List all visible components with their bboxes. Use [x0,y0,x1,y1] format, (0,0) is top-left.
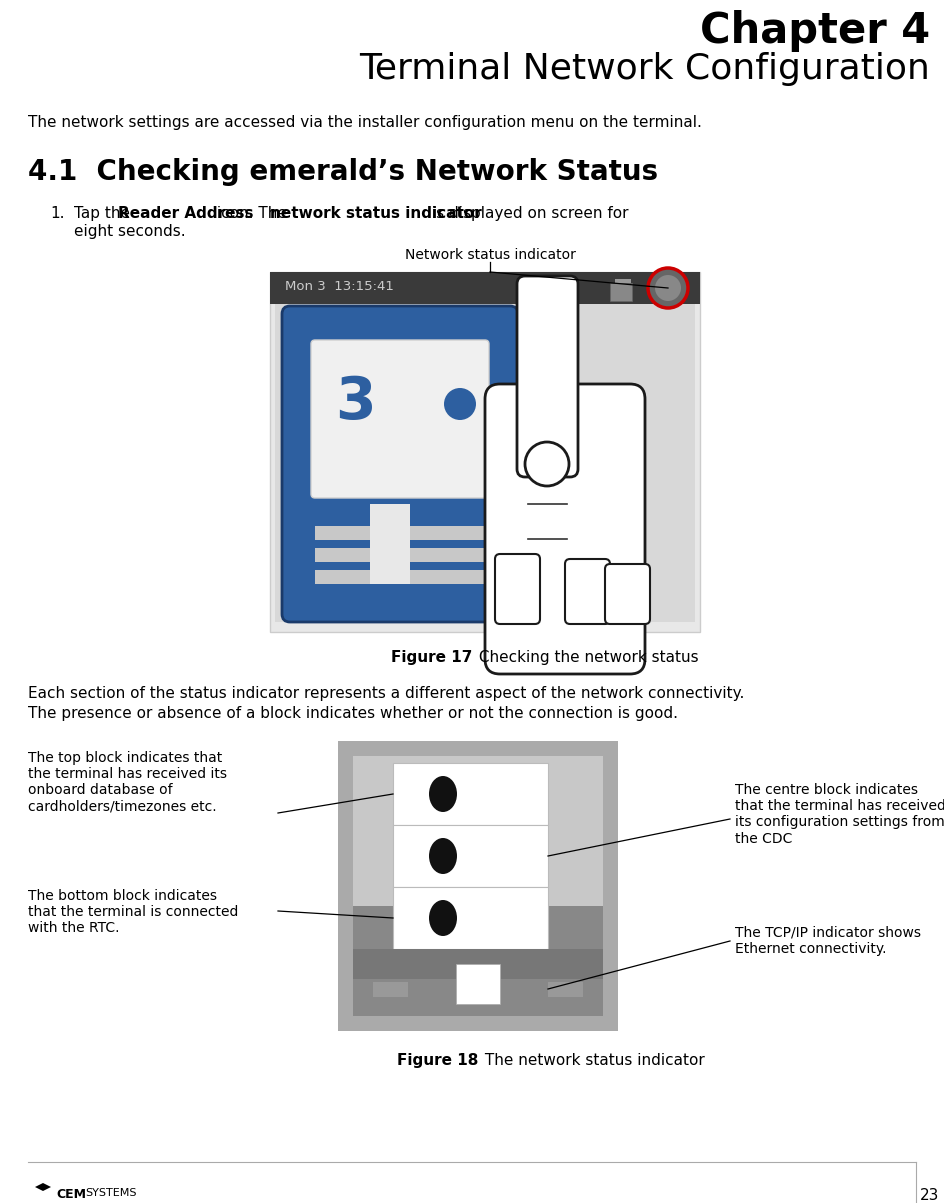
Bar [373,982,408,997]
Text: 23: 23 [920,1189,939,1203]
Bar [456,964,500,1005]
Bar [338,741,618,1031]
Text: The top block indicates that
the terminal has received its
onboard database of
c: The top block indicates that the termina… [28,751,227,813]
Polygon shape [35,1183,51,1191]
Text: The TCP/IP indicator shows
Ethernet connectivity.: The TCP/IP indicator shows Ethernet conn… [735,926,921,956]
Text: eight seconds.: eight seconds. [74,224,186,239]
Text: Chapter 4: Chapter 4 [700,10,930,52]
Text: 3: 3 [335,374,376,431]
Circle shape [648,268,688,308]
Ellipse shape [429,838,457,875]
Text: The presence or absence of a block indicates whether or not the connection is go: The presence or absence of a block indic… [28,706,678,721]
FancyBboxPatch shape [282,306,518,622]
Bar [610,283,632,301]
Bar [270,272,700,304]
Bar [315,526,485,540]
Text: Each section of the status indicator represents a different aspect of the networ: Each section of the status indicator rep… [28,686,745,701]
Text: Figure 18: Figure 18 [396,1053,478,1068]
Text: 4.1  Checking emerald’s Network Status: 4.1 Checking emerald’s Network Status [28,158,658,186]
FancyBboxPatch shape [485,384,645,674]
FancyBboxPatch shape [605,564,650,624]
Text: is displayed on screen for: is displayed on screen for [427,206,629,221]
Text: Checking the network status: Checking the network status [474,650,699,665]
Bar [315,549,485,562]
FancyBboxPatch shape [517,275,578,478]
Text: CEM: CEM [56,1189,86,1201]
FancyBboxPatch shape [565,559,610,624]
Bar [393,763,548,825]
Text: icon. The: icon. The [212,206,292,221]
Text: Tap the: Tap the [74,206,135,221]
Text: Mon 3  13:15:41: Mon 3 13:15:41 [285,280,394,294]
Bar [393,887,548,949]
Text: Reader Address: Reader Address [118,206,254,221]
Bar [353,949,603,979]
Text: Terminal Network Configuration: Terminal Network Configuration [359,52,930,85]
Circle shape [655,275,681,301]
Text: The network status indicator: The network status indicator [480,1053,705,1068]
Text: The centre block indicates
that the terminal has received
its configuration sett: The centre block indicates that the term… [735,783,944,846]
Bar [275,282,695,622]
Bar [353,755,603,921]
Bar [615,286,631,290]
Circle shape [525,442,569,486]
Bar [393,825,548,887]
Text: network status indicator: network status indicator [270,206,481,221]
Ellipse shape [429,900,457,936]
Bar [370,504,410,583]
Text: SYSTEMS: SYSTEMS [85,1189,137,1198]
Text: The network settings are accessed via the installer configuration menu on the te: The network settings are accessed via th… [28,115,702,130]
Ellipse shape [429,776,457,812]
FancyBboxPatch shape [495,555,540,624]
Bar [615,294,631,297]
Text: Network status indicator: Network status indicator [405,248,576,262]
Text: The bottom block indicates
that the terminal is connected
with the RTC.: The bottom block indicates that the term… [28,889,239,936]
Bar [353,906,603,1017]
FancyBboxPatch shape [270,272,700,632]
FancyBboxPatch shape [311,340,489,498]
Circle shape [444,389,476,420]
Bar [548,982,583,997]
Bar [315,570,485,583]
Bar [615,279,631,283]
Text: Figure 17: Figure 17 [391,650,472,665]
Text: 1.: 1. [50,206,64,221]
